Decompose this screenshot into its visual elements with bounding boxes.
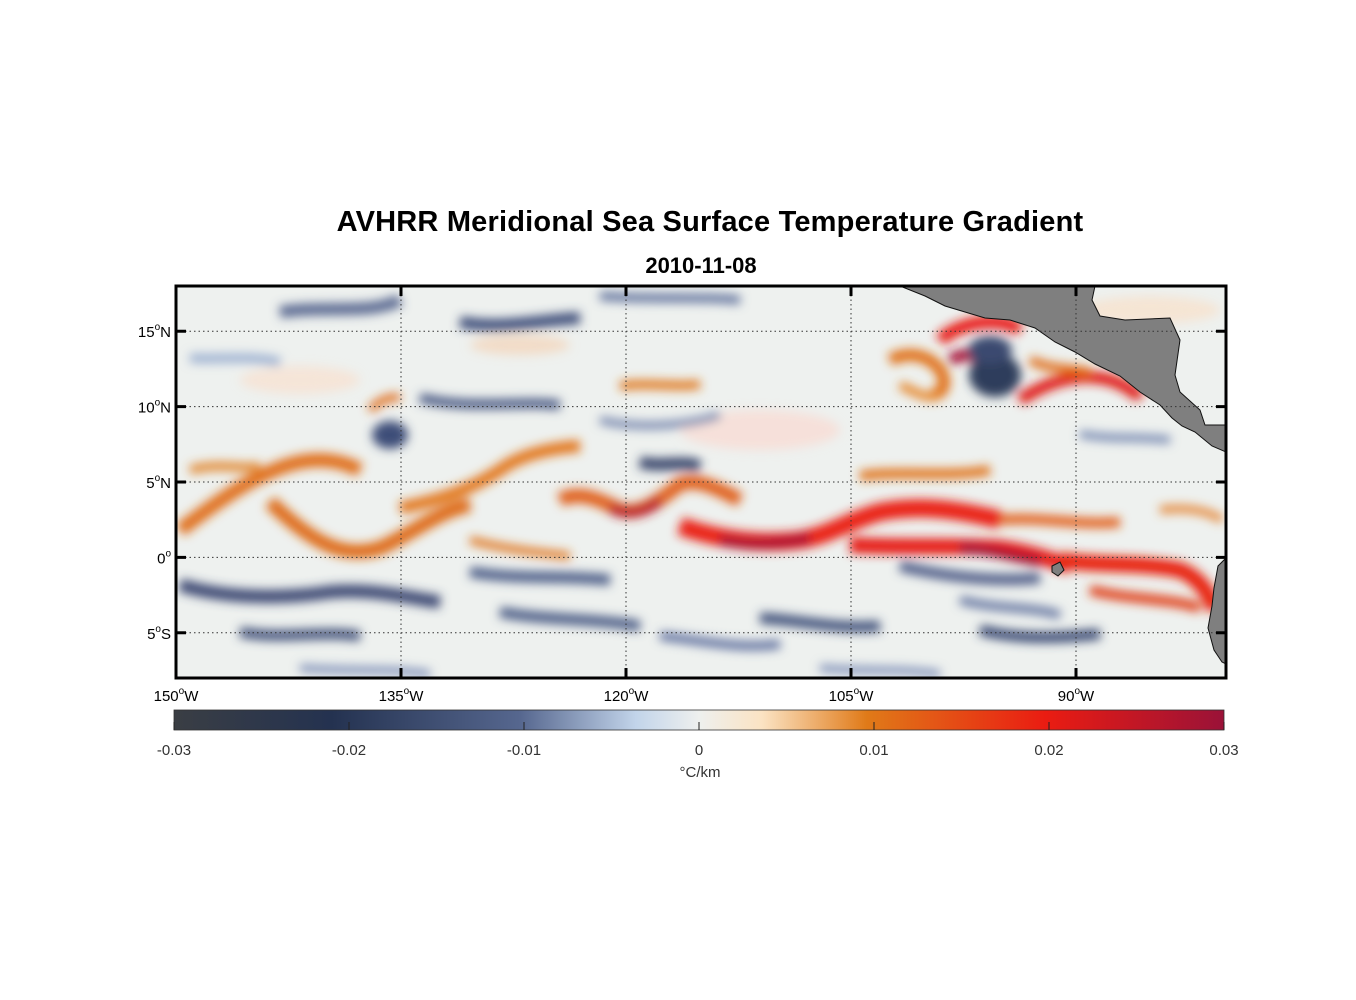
colorbar-tick-label-6: 0.03 [1209, 742, 1238, 759]
field-features [176, 291, 1225, 678]
lat-label-2: 5oN [146, 473, 171, 492]
colorbar-tick-label-4: 0.01 [859, 742, 888, 759]
lon-label-0: 150oW [154, 686, 200, 705]
land-galapagos [1051, 561, 1065, 577]
lon-label-2: 120oW [604, 686, 650, 705]
colorbar-tick-label-2: -0.01 [507, 742, 541, 759]
land-central-america [899, 286, 1226, 453]
colorbar-unit-label: °C/km [679, 764, 721, 781]
lat-label-0: 15oN [138, 322, 171, 341]
lon-label-1: 135oW [379, 686, 425, 705]
lon-label-4: 90oW [1058, 686, 1095, 705]
colorbar-tick-label-3: 0 [695, 742, 703, 759]
longitude-labels: 150oW 135oW 120oW 105oW 90oW [154, 686, 1095, 705]
chart-title: AVHRR Meridional Sea Surface Temperature… [336, 206, 1084, 238]
colorbar-tick-label-5: 0.02 [1034, 742, 1063, 759]
sst-gradient-field [176, 286, 1226, 678]
colorbar-tick-label-0: -0.03 [157, 742, 191, 759]
chart-date: 2010-11-08 [645, 253, 757, 278]
map-ticks [174, 286, 1226, 678]
colorbar-tick-label-1: -0.02 [332, 742, 366, 759]
lon-label-3: 105oW [829, 686, 875, 705]
latitude-labels: 15oN 10oN 5oN 0o 5oS [138, 322, 172, 643]
lat-label-4: 5oS [147, 624, 171, 643]
colorbar-ticks: -0.03 -0.02 -0.01 0 0.01 0.02 0.03 [157, 722, 1239, 759]
lat-label-1: 10oN [138, 398, 171, 417]
lat-label-3: 0o [157, 548, 171, 567]
